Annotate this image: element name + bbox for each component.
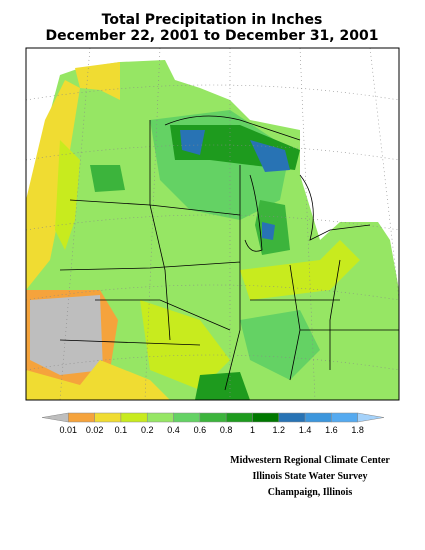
legend-label: 1.2 xyxy=(273,425,286,435)
legend-label: 0.8 xyxy=(220,425,233,435)
credit: Illinois State Water Survey xyxy=(253,471,368,482)
legend-swatch xyxy=(199,412,227,423)
legend-swatch xyxy=(304,412,332,423)
legend-label: 1 xyxy=(250,425,255,435)
legend-swatch xyxy=(68,412,95,423)
legend-label: 0.6 xyxy=(194,425,207,435)
legend-swatch xyxy=(94,412,122,423)
legend-label: 0.2 xyxy=(141,425,154,435)
legend-swatch xyxy=(41,412,69,423)
legend-swatch xyxy=(173,412,201,423)
legend-swatch xyxy=(278,412,306,423)
legend-label: 1.6 xyxy=(325,425,338,435)
title-line: December 22, 2001 to December 31, 2001 xyxy=(46,28,379,44)
legend-label: 0.1 xyxy=(115,425,128,435)
map xyxy=(25,47,400,401)
legend-label: 0.4 xyxy=(167,425,180,435)
legend-label: 1.4 xyxy=(299,425,312,435)
credit: Midwestern Regional Climate Center xyxy=(230,455,390,466)
legend-swatch xyxy=(357,412,385,423)
legend-swatch xyxy=(331,412,358,423)
legend-label: 1.8 xyxy=(351,425,364,435)
legend-label: 0.01 xyxy=(60,425,78,435)
credit: Champaign, Illinois xyxy=(268,487,353,498)
legend: 0.01 0.02 0.1 0.2 0.4 0.6 0.8 1 1.2 1.4 1.6 1.8 xyxy=(41,412,385,435)
legend-label: 0.02 xyxy=(86,425,104,435)
legend-swatch xyxy=(225,412,253,423)
legend-swatch xyxy=(252,412,280,423)
legend-swatch xyxy=(120,412,148,423)
title-line: Total Precipitation in Inches xyxy=(102,12,323,28)
legend-swatch xyxy=(146,412,174,423)
